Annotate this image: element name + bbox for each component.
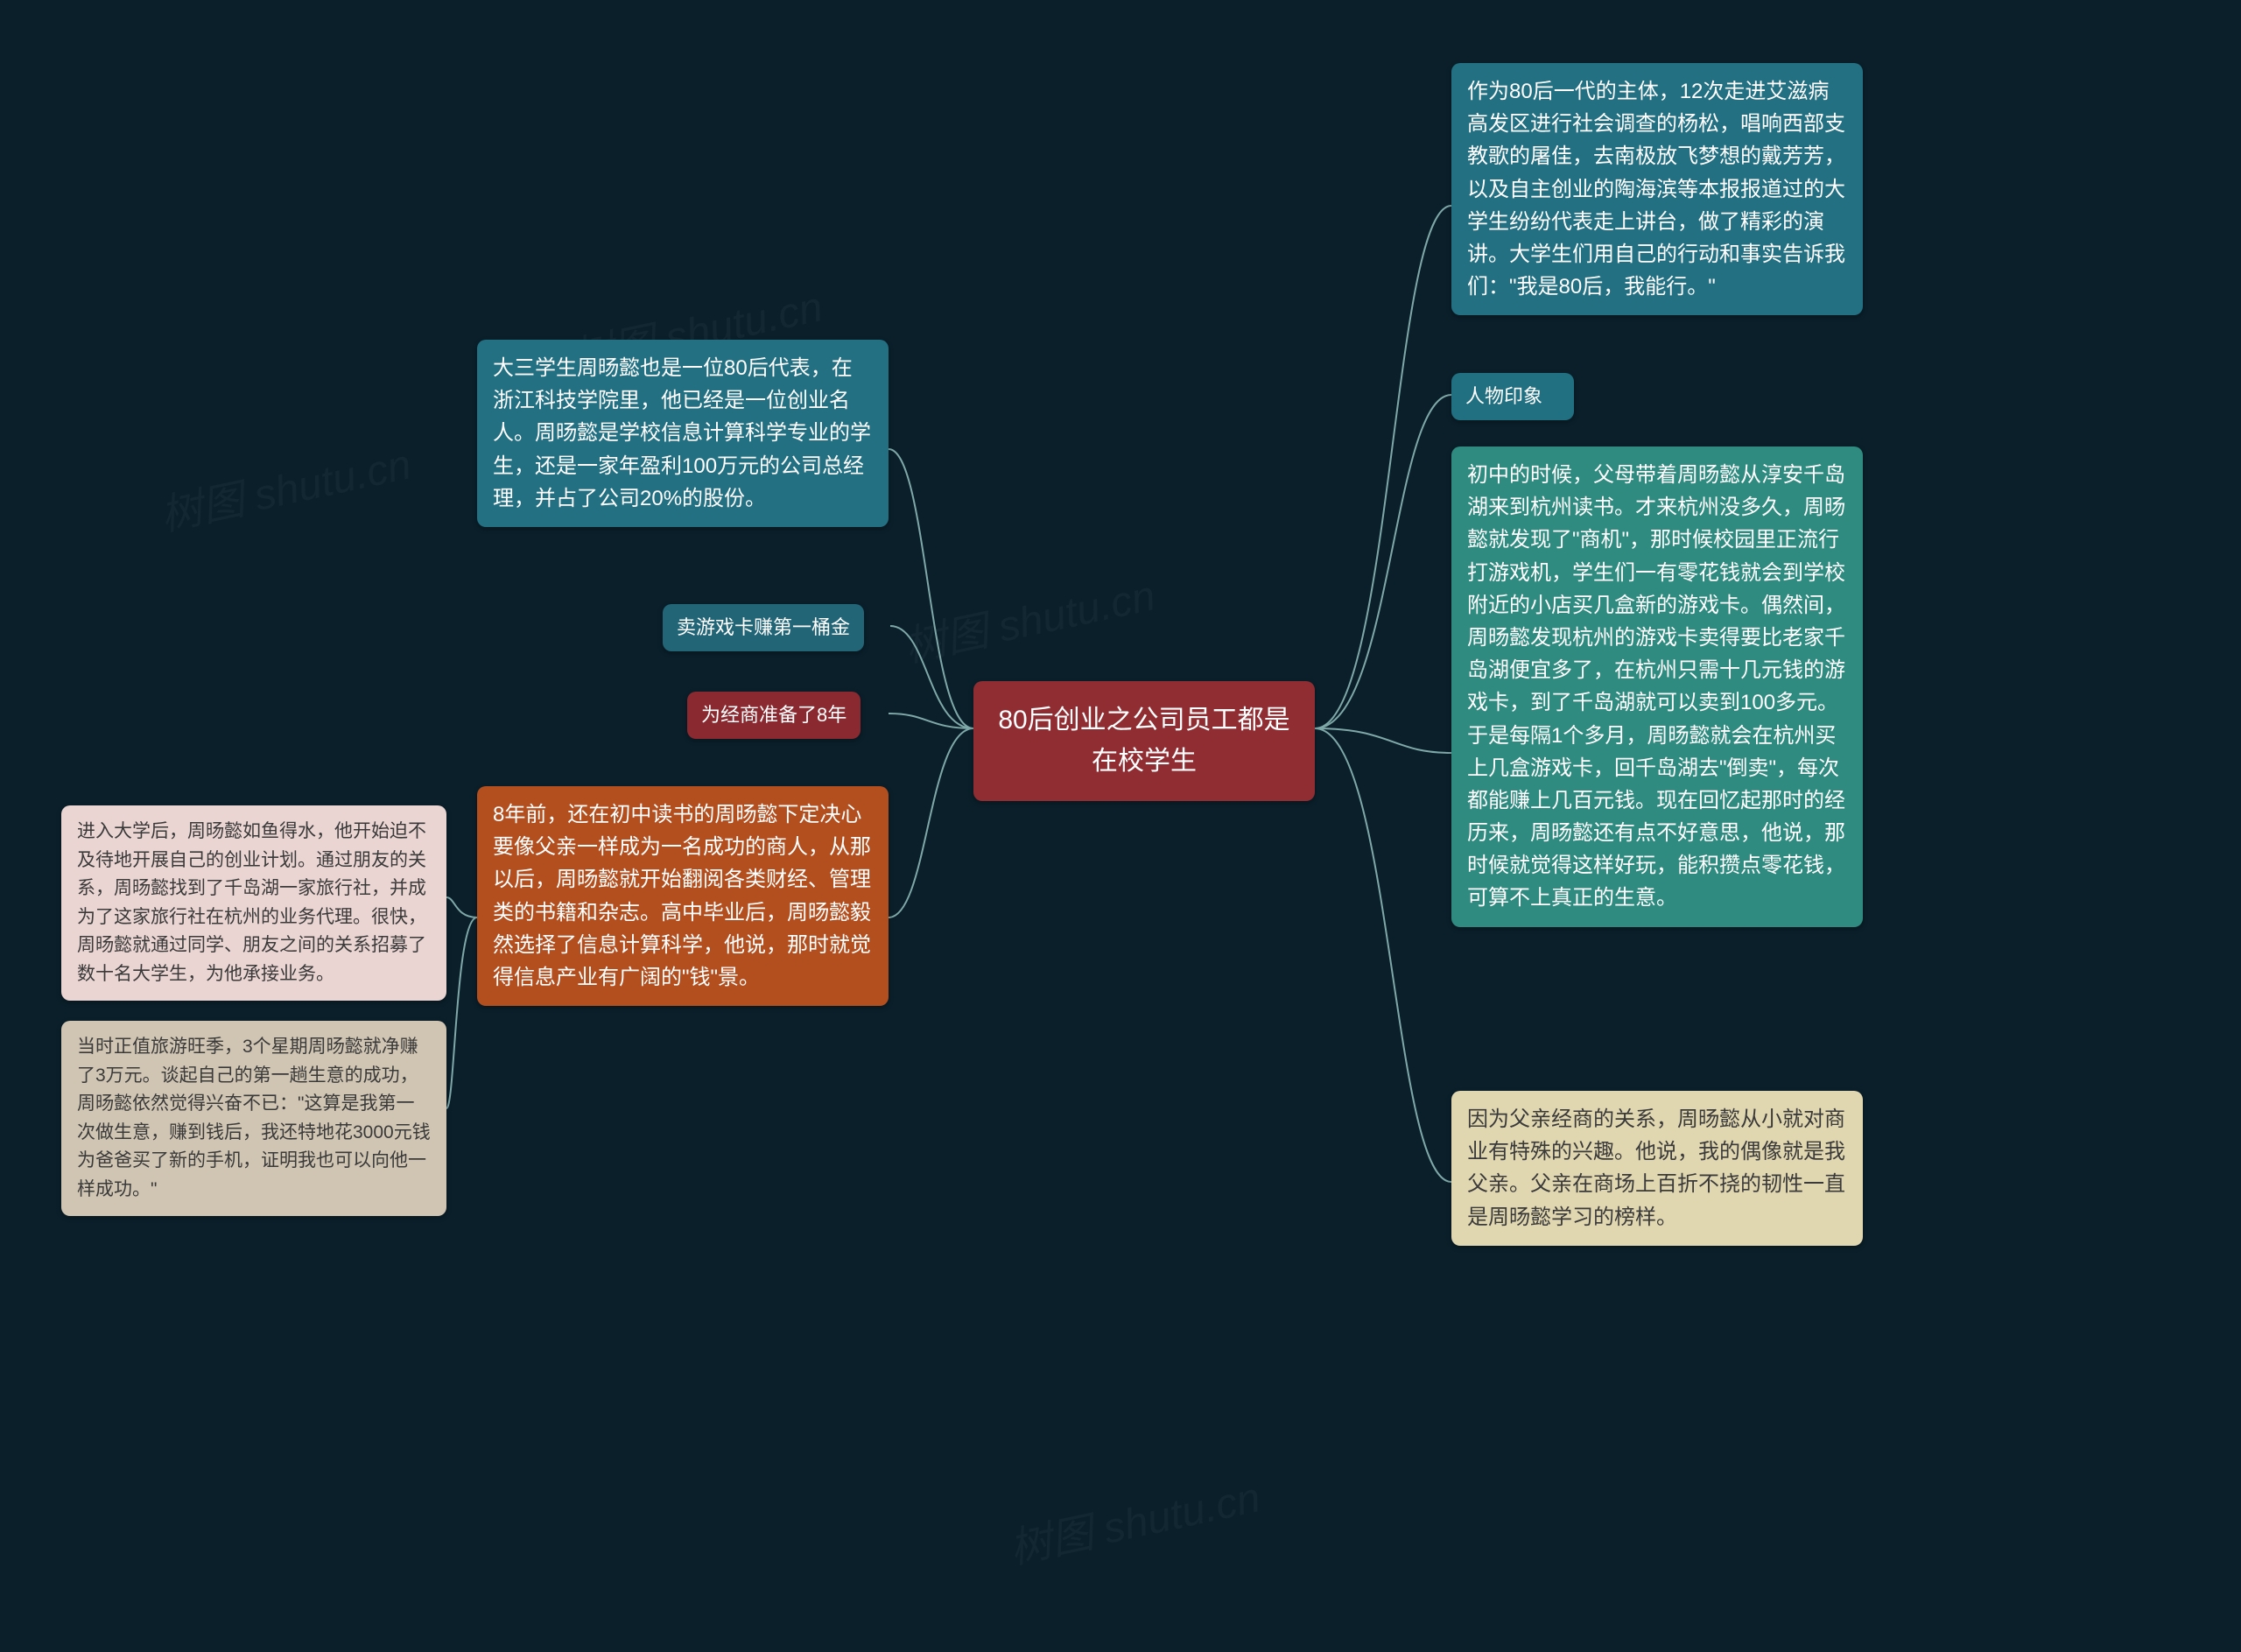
node-middle-school-story[interactable]: 初中的时候，父母带着周旸懿从淳安千岛湖来到杭州读书。才来杭州没多久，周旸懿就发现… [1451,446,1863,927]
node-sell-game-card[interactable]: 卖游戏卡赚第一桶金 [663,604,864,651]
node-eight-years-detail[interactable]: 8年前，还在初中读书的周旸懿下定决心要像父亲一样成为一名成功的商人，从那以后，周… [477,786,889,1006]
watermark: 树图 shutu.cn [154,430,416,543]
node-university-start[interactable]: 进入大学后，周旸懿如鱼得水，他开始迫不及待地开展自己的创业计划。通过朋友的关系，… [61,805,446,1001]
watermark: 树图 shutu.cn [898,561,1160,674]
node-80hou-speakers[interactable]: 作为80后一代的主体，12次走进艾滋病高发区进行社会调查的杨松，唱响西部支教歌的… [1451,63,1863,315]
node-student-intro[interactable]: 大三学生周旸懿也是一位80后代表，在浙江科技学院里，他已经是一位创业名人。周旸懿… [477,340,889,527]
node-father-interest[interactable]: 因为父亲经商的关系，周旸懿从小就对商业有特殊的兴趣。他说，我的偶像就是我父亲。父… [1451,1091,1863,1246]
node-eight-years-prep[interactable]: 为经商准备了8年 [687,692,861,739]
root-node[interactable]: 80后创业之公司员工都是在校学生 [973,681,1315,801]
node-tourism-profit[interactable]: 当时正值旅游旺季，3个星期周旸懿就净赚了3万元。谈起自己的第一趟生意的成功，周旸… [61,1021,446,1216]
watermark: 树图 shutu.cn [1003,1463,1265,1576]
node-renwu-yinxiang[interactable]: 人物印象 [1451,373,1574,420]
